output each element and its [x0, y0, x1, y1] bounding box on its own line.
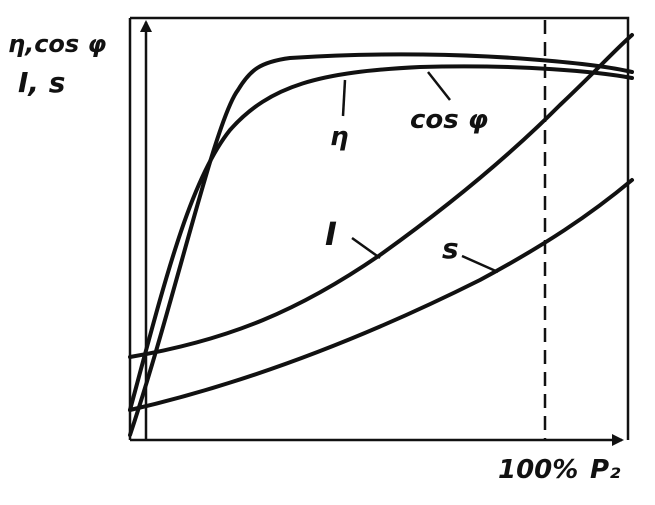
slip-curve	[128, 178, 634, 412]
cos-phi-leader	[427, 71, 451, 101]
current-label: I	[325, 215, 337, 253]
y-label-bottom: I, s	[18, 66, 65, 99]
eta-curve	[128, 52, 634, 437]
slip-label: s	[442, 232, 459, 265]
y-label-top: η,cos φ	[8, 30, 107, 58]
x-label: P₂	[590, 455, 621, 485]
frame	[130, 16, 630, 440]
eta-label: η	[330, 122, 349, 152]
eta-leader	[341, 79, 347, 117]
slip-leader	[461, 254, 499, 274]
x-marker-label: 100%	[498, 455, 578, 485]
cos-phi-label: cos φ	[410, 105, 488, 135]
cos-phi-curve	[128, 64, 634, 412]
current-leader	[351, 236, 381, 260]
current-curve	[128, 33, 634, 359]
